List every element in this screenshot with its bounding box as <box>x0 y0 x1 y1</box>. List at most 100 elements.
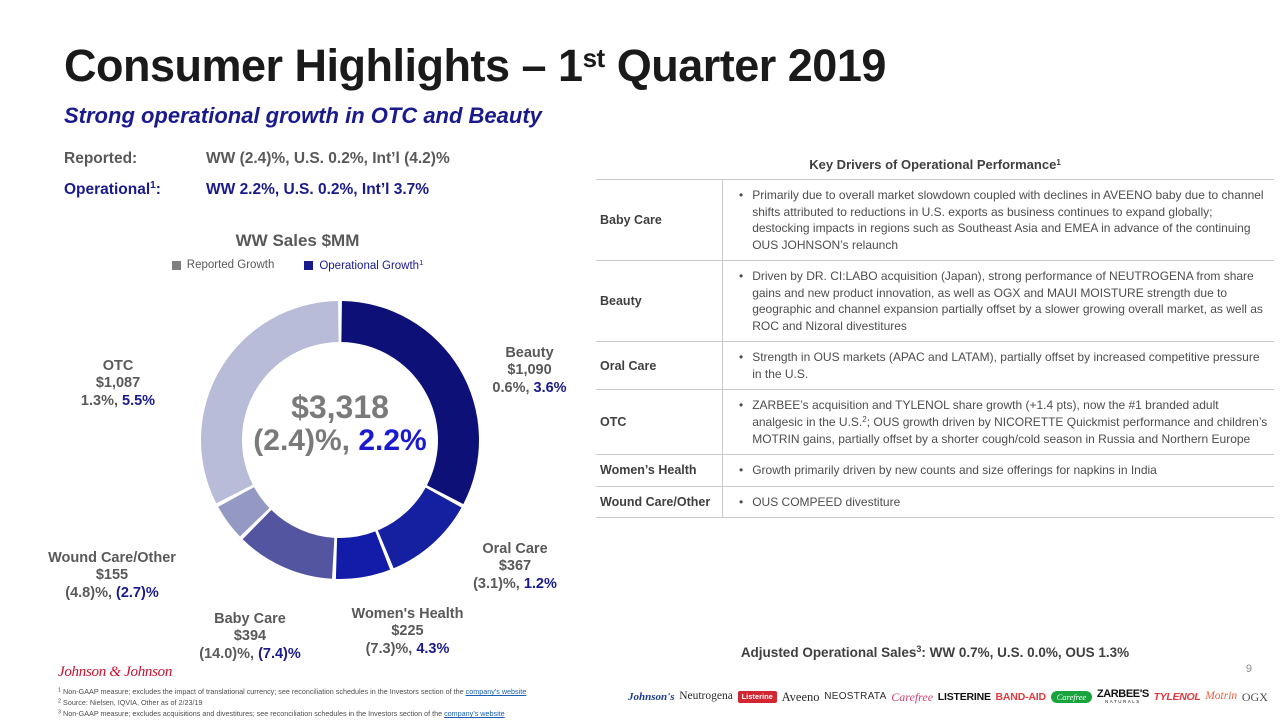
callout-oral-care-operational: 1.2% <box>523 575 557 592</box>
chart-legend: Reported Growth Operational Growth1 <box>0 258 595 272</box>
reported-kpi-value: WW (2.4)%, U.S. 0.2%, Int’l (4.2)% <box>206 150 450 167</box>
brand-logo-ogx: OGX <box>1241 690 1268 704</box>
operational-kpi-label-colon: : <box>155 181 161 198</box>
callout-wound-care-reported: (4.8)%, <box>65 584 117 601</box>
driver-bullet-item: • Driven by DR. CI:LABO acquisition (Japa… <box>727 268 1270 334</box>
legend-swatch-reported <box>171 260 181 270</box>
page-title-tail: Quarter 2019 <box>604 40 887 91</box>
callout-otc: OTC $1,087 1.3%, 5.5% <box>38 358 198 410</box>
callout-beauty-operational: 3.6% <box>533 379 567 396</box>
callout-wound-care-sales: $155 <box>95 567 129 584</box>
driver-text: Driven by DR. CI:LABO acquisition (Japan… <box>752 269 1263 333</box>
brand-logo-zarbees: ZARBEE'S NATURALS <box>1097 689 1149 705</box>
callout-wound-care-operational: (2.7)% <box>116 584 159 601</box>
brand-logo-tylenol: TYLENOL <box>1153 690 1201 703</box>
table-row: OTC • ZARBEE’s acquisition and TYLENOL sha… <box>596 389 1274 455</box>
footnotes-list: 1 Non-GAAP measure; excludes the impact … <box>58 686 526 719</box>
driver-segment-otc: OTC <box>596 389 723 455</box>
driver-text-superscript: 2 <box>862 415 867 425</box>
callout-womens-health: Women's Health $225 (7.3)%, 4.3% <box>325 606 490 658</box>
donut-slice-otc <box>200 301 339 504</box>
legend-label-reported-text: Reported Growth <box>186 259 275 271</box>
callout-baby-care: Baby Care $394 (14.0)%, (7.4)% <box>165 611 335 663</box>
brand-logo-motrin: Motrin <box>1205 690 1238 703</box>
callout-otc-name: OTC <box>102 358 134 374</box>
operational-kpi-value: WW 2.2%, U.S. 0.2%, Int’l 3.7% <box>206 181 430 198</box>
driver-segment-baby-care: Baby Care <box>596 178 723 261</box>
bullet-icon: • <box>739 494 744 509</box>
legend-label-reported: Reported Growth <box>187 259 275 271</box>
adjusted-superscript: 3 <box>916 644 922 654</box>
adjusted-value: : WW 0.7%, U.S. 0.0%, OUS 1.3% <box>921 645 1130 660</box>
page-title-superscript: st <box>582 43 606 73</box>
callout-baby-care-reported: (14.0)%, <box>199 645 259 662</box>
legend-label-operational: Operational Growth1 <box>319 258 423 272</box>
donut-slice-baby-care <box>242 509 335 579</box>
key-drivers-header-superscript: 1 <box>1056 158 1061 167</box>
driver-text: Strength in OUS markets (APAC and LATAM)… <box>752 350 1260 381</box>
operational-kpi-label-text: Operational <box>64 181 151 198</box>
bullet-icon: • <box>739 188 744 202</box>
callout-baby-care-growth: (14.0)%, (7.4)% <box>165 646 335 663</box>
brand-logo-johnsons: Johnson's <box>628 690 675 703</box>
table-row: Women’s Health • Growth primarily driven b… <box>596 454 1274 487</box>
table-row: Beauty • Driven by DR. CI:LABO acquisition… <box>596 260 1274 342</box>
bullet-icon: • <box>739 269 744 284</box>
callout-otc-growth: 1.3%, 5.5% <box>38 393 198 410</box>
page-title: Consumer Highlights – 1st Quarter 2019 <box>64 40 886 92</box>
driver-segment-women-s-health: Women’s Health <box>596 454 723 487</box>
brand-logo-listerine: LISTERINE <box>937 690 991 703</box>
driver-text: OUS COMPEED divestiture <box>752 494 901 509</box>
donut-slice-beauty <box>341 301 479 505</box>
brand-logo-neutrogena: Neutrogena <box>679 690 733 703</box>
callout-otc-sales: $1,087 <box>95 375 141 392</box>
callout-beauty-reported: 0.6%, <box>492 379 534 396</box>
page-title-main: Consumer Highlights – 1 <box>64 40 583 91</box>
callout-womens-health-operational: 4.3% <box>416 640 450 657</box>
jnj-logo: Johnson & Johnson <box>58 664 173 680</box>
driver-text: Primarily due to overall market slowdown… <box>752 188 1264 252</box>
reported-kpi-row: Reported: WW (2.4)%, U.S. 0.2%, Int’l (4.… <box>64 150 450 168</box>
footnote-link[interactable]: company’s website <box>465 687 527 696</box>
callout-oral-care-sales: $367 <box>498 558 532 575</box>
page-number: 9 <box>1245 663 1252 675</box>
page-subtitle: Strong operational growth in OTC and Bea… <box>64 103 542 128</box>
operational-kpi-row: Operational1: WW 2.2%, U.S. 0.2%, Int’l 3… <box>64 180 429 199</box>
key-drivers-header: Key Drivers of Operational Performance1 <box>596 157 1274 179</box>
legend-label-operational-superscript: 1 <box>419 258 424 267</box>
bullet-icon: • <box>739 350 744 365</box>
key-drivers-header-text: Key Drivers of Operational Performance <box>809 157 1057 172</box>
donut-slice-oral-care <box>377 487 462 569</box>
brand-logo-aveeno: Aveeno <box>781 689 820 704</box>
footnote-line: 1 Non-GAAP measure; excludes the impact … <box>58 687 527 696</box>
driver-segment-oral-care: Oral Care <box>596 341 723 390</box>
driver-text: Growth primarily driven by new counts an… <box>752 463 1157 478</box>
callout-oral-care-growth: (3.1)%, 1.2% <box>440 576 590 593</box>
callout-oral-care-name: Oral Care <box>482 541 548 557</box>
driver-bullet-item: • ZARBEE’s acquisition and TYLENOL share … <box>727 397 1270 447</box>
footnote-marker: 1 <box>58 687 62 694</box>
callout-baby-care-name: Baby Care <box>214 611 286 627</box>
table-row: Wound Care/Other • OUS COMPEED divestiture <box>596 485 1274 519</box>
callout-wound-care: Wound Care/Other $155 (4.8)%, (2.7)% <box>12 550 212 602</box>
callout-womens-health-name: Women's Health <box>351 606 464 622</box>
footnote-link[interactable]: company’s website <box>444 709 505 719</box>
donut-chart <box>196 296 484 584</box>
driver-description: • Strength in OUS markets (APAC and LATAM… <box>722 341 1274 390</box>
footnote-marker: 2 <box>58 698 62 705</box>
reported-kpi-label: Reported: <box>64 150 138 167</box>
callout-womens-health-sales: $225 <box>391 623 424 640</box>
legend-item-reported-growth: Reported Growth <box>171 258 275 272</box>
driver-text: ZARBEE’s acquisition and TYLENOL share g… <box>752 398 1268 446</box>
operational-kpi-label-superscript: 1 <box>150 180 156 191</box>
brand-logo-carefree: Carefree <box>891 690 934 704</box>
callout-baby-care-sales: $394 <box>233 628 267 645</box>
callout-wound-care-growth: (4.8)%, (2.7)% <box>12 585 212 602</box>
brand-logo-listerine-red: Listerine <box>737 691 777 703</box>
adjusted-operational-sales: Adjusted Operational Sales3: WW 0.7%, U.… <box>596 644 1274 660</box>
driver-bullet-item: • Strength in OUS markets (APAC and LATAM… <box>727 349 1270 382</box>
driver-description: • Growth primarily driven by new counts a… <box>722 454 1274 487</box>
callout-oral-care-reported: (3.1)%, <box>473 575 524 592</box>
bullet-icon: • <box>739 398 744 413</box>
